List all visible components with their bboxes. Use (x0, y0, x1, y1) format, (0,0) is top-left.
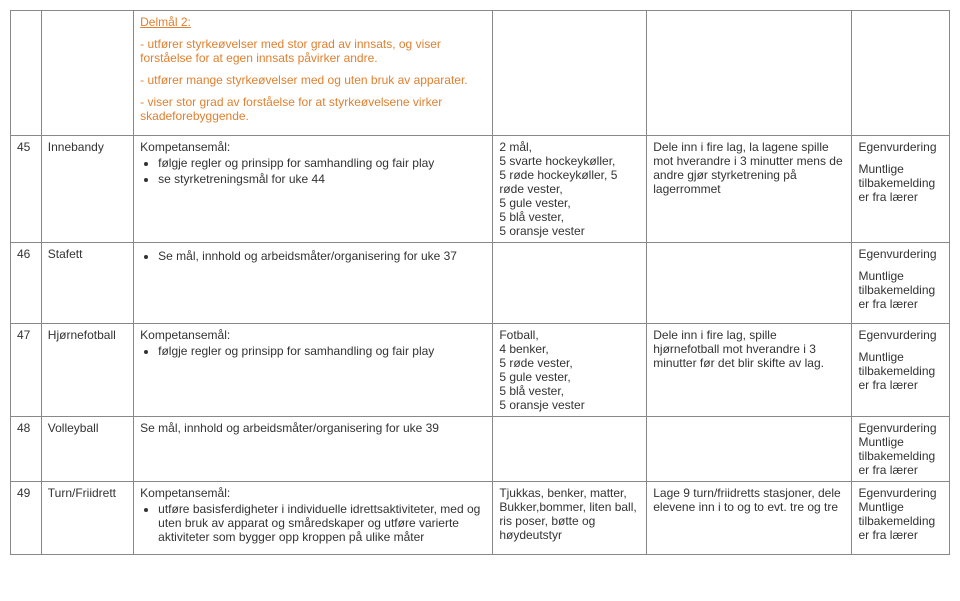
topic-45: Innebandy (41, 136, 133, 243)
komp-label-49: Kompetansemål: (140, 486, 230, 500)
delmal-p2: - utfører mange styrkeøvelser med og ute… (140, 73, 486, 87)
delmal-p1: - utfører styrkeøvelser med stor grad av… (140, 37, 486, 65)
row-delmal: Delmål 2: - utfører styrkeøvelser med st… (11, 11, 950, 136)
cell-org-blank (647, 11, 852, 136)
bullets-49: utføre basisferdigheter i individuelle i… (140, 502, 486, 544)
bullet-45-1: følgje regler og prinsipp for samhandlin… (158, 156, 486, 170)
delmal-p3: - viser stor grad av forståelse for at s… (140, 95, 486, 123)
week-45: 45 (11, 136, 42, 243)
bullets-45: følgje regler og prinsipp for samhandlin… (140, 156, 486, 186)
org-47: Dele inn i fire lag, spille hjørnefotbal… (647, 324, 852, 417)
equip-48 (493, 417, 647, 482)
eval-45-1: Egenvurdering (858, 140, 943, 154)
org-46 (647, 243, 852, 324)
row-45: 45 Innebandy Kompetansemål: følgje regle… (11, 136, 950, 243)
bullet-45-2: se styrketreningsmål for uke 44 (158, 172, 486, 186)
content-45: Kompetansemål: følgje regler og prinsipp… (134, 136, 493, 243)
cell-delmal-content: Delmål 2: - utfører styrkeøvelser med st… (134, 11, 493, 136)
content-48: Se mål, innhold og arbeidsmåter/organise… (134, 417, 493, 482)
eval-49-1: Egenvurdering (858, 486, 936, 500)
row-46: 46 Stafett Se mål, innhold og arbeidsmåt… (11, 243, 950, 324)
komp-label-45: Kompetansemål: (140, 140, 230, 154)
row-48: 48 Volleyball Se mål, innhold og arbeids… (11, 417, 950, 482)
row-49: 49 Turn/Friidrett Kompetansemål: utføre … (11, 482, 950, 555)
eval-45-2: Muntlige tilbakemelding er fra lærer (858, 162, 943, 204)
bullet-49-1: utføre basisferdigheter i individuelle i… (158, 502, 486, 544)
bullets-46: Se mål, innhold og arbeidsmåter/organise… (140, 249, 486, 263)
cell-eval-blank (852, 11, 950, 136)
topic-49: Turn/Friidrett (41, 482, 133, 555)
topic-46: Stafett (41, 243, 133, 324)
org-45: Dele inn i fire lag, la lagene spille mo… (647, 136, 852, 243)
eval-47-1: Egenvurdering (858, 328, 943, 342)
cell-topic-blank (41, 11, 133, 136)
week-48: 48 (11, 417, 42, 482)
plan-table: Delmål 2: - utfører styrkeøvelser med st… (10, 10, 950, 555)
org-48 (647, 417, 852, 482)
eval-46-1: Egenvurdering (858, 247, 943, 261)
eval-48-1: Egenvurdering (858, 421, 936, 435)
content-47: Kompetansemål: følgje regler og prinsipp… (134, 324, 493, 417)
equip-49: Tjukkas, benker, matter, Bukker,bommer, … (493, 482, 647, 555)
cell-week-blank (11, 11, 42, 136)
eval-47-2: Muntlige tilbakemelding er fra lærer (858, 350, 943, 392)
eval-45: Egenvurdering Muntlige tilbakemelding er… (852, 136, 950, 243)
eval-49: Egenvurdering Muntlige tilbakemelding er… (852, 482, 950, 555)
delmal-heading: Delmål 2: (140, 15, 191, 29)
equip-46 (493, 243, 647, 324)
eval-46: Egenvurdering Muntlige tilbakemelding er… (852, 243, 950, 324)
equip-47: Fotball, 4 benker, 5 røde vester, 5 gule… (493, 324, 647, 417)
eval-46-2: Muntlige tilbakemelding er fra lærer (858, 269, 943, 311)
cell-equip-blank (493, 11, 647, 136)
equip-45: 2 mål, 5 svarte hockeykøller, 5 røde hoc… (493, 136, 647, 243)
week-47: 47 (11, 324, 42, 417)
bullet-47-1: følgje regler og prinsipp for samhandlin… (158, 344, 486, 358)
content-46: Se mål, innhold og arbeidsmåter/organise… (134, 243, 493, 324)
komp-label-47: Kompetansemål: (140, 328, 230, 342)
content-49: Kompetansemål: utføre basisferdigheter i… (134, 482, 493, 555)
bullets-47: følgje regler og prinsipp for samhandlin… (140, 344, 486, 358)
topic-48: Volleyball (41, 417, 133, 482)
bullet-46-1: Se mål, innhold og arbeidsmåter/organise… (158, 249, 486, 263)
eval-48: Egenvurdering Muntlige tilbakemelding er… (852, 417, 950, 482)
topic-47: Hjørnefotball (41, 324, 133, 417)
eval-48-2: Muntlige tilbakemelding er fra lærer (858, 435, 935, 477)
org-49: Lage 9 turn/friidretts stasjoner, dele e… (647, 482, 852, 555)
week-46: 46 (11, 243, 42, 324)
row-47: 47 Hjørnefotball Kompetansemål: følgje r… (11, 324, 950, 417)
eval-47: Egenvurdering Muntlige tilbakemelding er… (852, 324, 950, 417)
week-49: 49 (11, 482, 42, 555)
eval-49-2: Muntlige tilbakemelding er fra lærer (858, 500, 935, 542)
